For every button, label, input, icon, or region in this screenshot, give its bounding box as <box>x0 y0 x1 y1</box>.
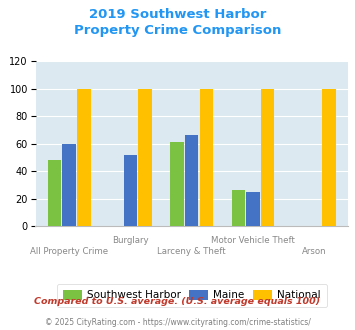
Bar <box>124 154 137 226</box>
Bar <box>246 192 260 226</box>
Text: Motor Vehicle Theft: Motor Vehicle Theft <box>211 236 295 245</box>
Text: © 2025 CityRating.com - https://www.cityrating.com/crime-statistics/: © 2025 CityRating.com - https://www.city… <box>45 318 310 327</box>
Bar <box>261 88 274 226</box>
Text: Compared to U.S. average. (U.S. average equals 100): Compared to U.S. average. (U.S. average … <box>34 297 321 306</box>
Bar <box>200 88 213 226</box>
Bar <box>77 88 91 226</box>
Bar <box>48 160 61 226</box>
Bar <box>62 144 76 226</box>
Bar <box>185 135 198 226</box>
Text: Larceny & Theft: Larceny & Theft <box>157 248 226 256</box>
Text: Arson: Arson <box>302 248 327 256</box>
Bar <box>322 88 335 226</box>
Bar <box>231 190 245 226</box>
Legend: Southwest Harbor, Maine, National: Southwest Harbor, Maine, National <box>57 283 327 307</box>
Bar <box>138 88 152 226</box>
Bar <box>170 142 184 226</box>
Text: Burglary: Burglary <box>112 236 149 245</box>
Text: All Property Crime: All Property Crime <box>30 248 108 256</box>
Text: 2019 Southwest Harbor
Property Crime Comparison: 2019 Southwest Harbor Property Crime Com… <box>74 8 281 37</box>
